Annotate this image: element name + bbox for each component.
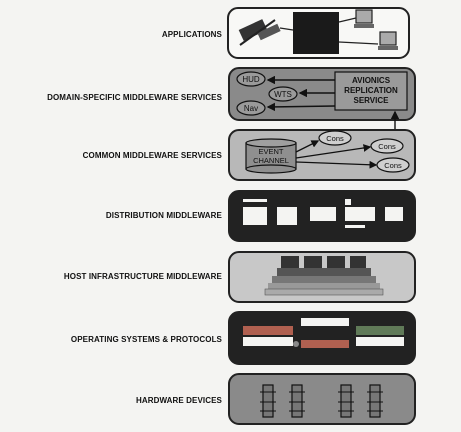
chip-icon-3 bbox=[338, 384, 354, 418]
consumer-label-1: Cons bbox=[326, 134, 344, 143]
computer-icon-2 bbox=[378, 31, 398, 50]
label-domain-specific: DOMAIN-SPECIFIC MIDDLEWARE SERVICES bbox=[47, 93, 222, 102]
wts-node bbox=[268, 86, 298, 102]
chip-icon-4 bbox=[367, 384, 383, 418]
hud-node bbox=[236, 71, 266, 87]
computer-icon-1 bbox=[354, 9, 374, 28]
avionics-label-line3: SERVICE bbox=[354, 96, 390, 105]
label-hardware: HARDWARE DEVICES bbox=[135, 396, 222, 405]
nav-node bbox=[236, 100, 266, 116]
distribution-middleware-box bbox=[228, 190, 416, 242]
consumer-label-2: Cons bbox=[378, 142, 396, 151]
domain-specific-box bbox=[228, 67, 416, 121]
avionics-replication-service bbox=[334, 71, 408, 111]
label-common: COMMON MIDDLEWARE SERVICES bbox=[82, 151, 222, 160]
label-distribution: DISTRIBUTION MIDDLEWARE bbox=[105, 211, 222, 220]
common-middleware-box bbox=[228, 129, 416, 181]
hardware-devices-box bbox=[228, 373, 416, 425]
chip-icon-2 bbox=[289, 384, 305, 418]
event-channel-label-line2: CHANNEL bbox=[253, 156, 289, 165]
applications-box bbox=[227, 7, 410, 59]
stacked-blocks bbox=[264, 256, 384, 296]
wts-label: WTS bbox=[274, 90, 292, 99]
label-host-infrastructure: HOST INFRASTRUCTURE MIDDLEWARE bbox=[63, 272, 222, 281]
label-os-protocols: OPERATING SYSTEMS & PROTOCOLS bbox=[70, 335, 222, 344]
consumer-node-1 bbox=[318, 130, 352, 146]
event-channel-cylinder bbox=[245, 138, 297, 174]
os-protocols-box bbox=[228, 311, 416, 365]
avionics-label-line2: REPLICATION bbox=[344, 86, 398, 95]
application-window bbox=[293, 12, 339, 54]
satellite-icon bbox=[238, 19, 281, 46]
nav-label: Nav bbox=[244, 104, 258, 113]
chip-icon-1 bbox=[260, 384, 276, 418]
avionics-label-line1: AVIONICS bbox=[352, 76, 391, 85]
hud-label: HUD bbox=[242, 75, 260, 84]
host-infrastructure-box bbox=[228, 251, 416, 303]
event-channel-label-line1: EVENT bbox=[258, 147, 283, 156]
label-applications: APPLICATIONS bbox=[161, 30, 222, 39]
consumer-label-3: Cons bbox=[384, 161, 402, 170]
